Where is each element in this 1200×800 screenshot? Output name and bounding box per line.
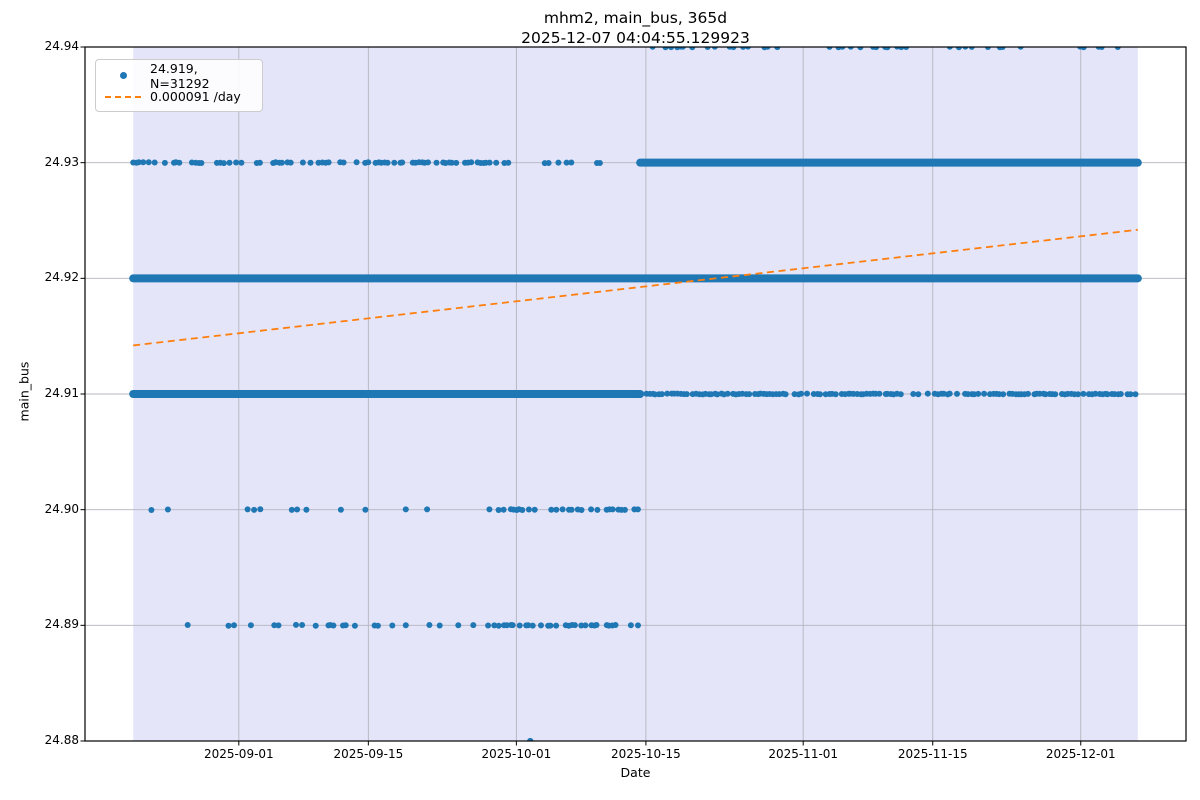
scatter-marker-icon [104,72,142,79]
x-tick-label-3: 2025-10-15 [611,747,681,761]
y-tick-label-5: 24.93 [44,154,79,169]
y-tick-label-4: 24.92 [44,270,79,285]
legend-item-trend: 0.000091 /day [104,86,254,107]
legend-label-series: 24.919, N=31292 [150,60,210,91]
legend-item-series: 24.919, N=31292 [104,61,254,91]
scatter-series [129,47,1142,741]
x-tick-label-0: 2025-09-01 [203,747,274,761]
y-tick-label-0: 24.88 [44,733,79,747]
scatter-band-24.94 [649,47,1121,51]
chart-title-line1: mhm2, main_bus, 365d [543,9,728,27]
scatter-band-24.9 [148,506,641,513]
x-tick-label-6: 2025-12-01 [1045,747,1116,761]
legend: 24.919, N=31292 0.000091 /day [95,59,263,112]
scatter-band-24.91 [129,390,1139,398]
x-tick-label-1: 2025-09-15 [333,747,404,761]
y-tick-label-6: 24.94 [44,39,79,53]
tick-marks [80,46,1082,746]
x-tick-label-4: 2025-11-01 [768,747,839,761]
legend-label-trend: 0.000091 /day [150,89,241,104]
x-tick-label-2: 2025-10-01 [481,747,552,761]
y-tick-label-1: 24.89 [44,617,79,632]
y-tick-label-2: 24.90 [44,501,79,516]
trend-line [133,228,1138,347]
scatter-band-24.88 [527,737,534,741]
x-tick-label-5: 2025-11-15 [897,747,968,761]
chart-title: mhm2, main_bus, 365d 2025-12-07 04:04:55… [85,8,1186,48]
chart-title-line2: 2025-12-07 04:04:55.129923 [521,29,750,47]
scatter-band-24.93 [130,158,1142,167]
x-axis-label: Date [620,765,651,780]
scatter-band-24.89 [184,621,641,629]
trend-dash-marker-icon [104,95,142,98]
y-tick-label-3: 24.91 [44,386,79,400]
